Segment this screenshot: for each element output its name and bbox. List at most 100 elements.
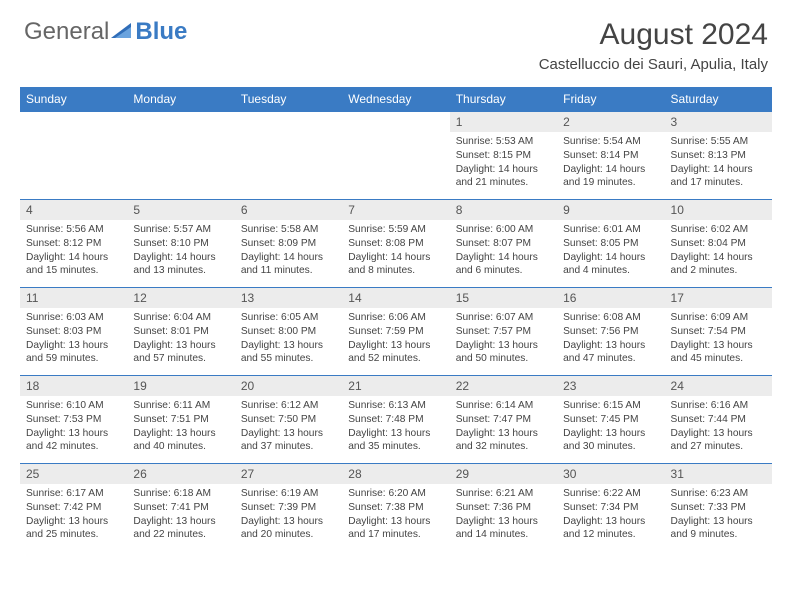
- sunrise-line: Sunrise: 6:23 AM: [671, 487, 766, 501]
- day-number: 31: [665, 464, 772, 484]
- sunrise-line: Sunrise: 6:21 AM: [456, 487, 551, 501]
- daylight-line: Daylight: 14 hours and 2 minutes.: [671, 251, 766, 279]
- sunrise-line: Sunrise: 6:06 AM: [348, 311, 443, 325]
- daylight-line: Daylight: 13 hours and 25 minutes.: [26, 515, 121, 543]
- sunset-line: Sunset: 7:56 PM: [563, 325, 658, 339]
- sunset-line: Sunset: 8:01 PM: [133, 325, 228, 339]
- sunrise-line: Sunrise: 6:01 AM: [563, 223, 658, 237]
- day-number: 9: [557, 200, 664, 220]
- calendar-cell: 23Sunrise: 6:15 AMSunset: 7:45 PMDayligh…: [557, 376, 664, 464]
- daylight-line: Daylight: 13 hours and 27 minutes.: [671, 427, 766, 455]
- calendar-cell: 30Sunrise: 6:22 AMSunset: 7:34 PMDayligh…: [557, 464, 664, 552]
- day-number: 2: [557, 112, 664, 132]
- sunrise-line: Sunrise: 6:13 AM: [348, 399, 443, 413]
- day-number: 5: [127, 200, 234, 220]
- day-number: 28: [342, 464, 449, 484]
- calendar-cell: 6Sunrise: 5:58 AMSunset: 8:09 PMDaylight…: [235, 200, 342, 288]
- day-content: Sunrise: 5:57 AMSunset: 8:10 PMDaylight:…: [127, 220, 234, 282]
- daylight-line: Daylight: 13 hours and 55 minutes.: [241, 339, 336, 367]
- sunrise-line: Sunrise: 5:55 AM: [671, 135, 766, 149]
- sunset-line: Sunset: 8:10 PM: [133, 237, 228, 251]
- daylight-line: Daylight: 13 hours and 17 minutes.: [348, 515, 443, 543]
- sunrise-line: Sunrise: 6:17 AM: [26, 487, 121, 501]
- calendar-cell: 14Sunrise: 6:06 AMSunset: 7:59 PMDayligh…: [342, 288, 449, 376]
- day-number: 14: [342, 288, 449, 308]
- sunset-line: Sunset: 7:39 PM: [241, 501, 336, 515]
- calendar-cell: 3Sunrise: 5:55 AMSunset: 8:13 PMDaylight…: [665, 112, 772, 200]
- daylight-line: Daylight: 13 hours and 37 minutes.: [241, 427, 336, 455]
- weekday-saturday: Saturday: [665, 87, 772, 112]
- sunset-line: Sunset: 7:54 PM: [671, 325, 766, 339]
- day-content: Sunrise: 5:58 AMSunset: 8:09 PMDaylight:…: [235, 220, 342, 282]
- calendar-cell: [342, 112, 449, 200]
- sunset-line: Sunset: 7:50 PM: [241, 413, 336, 427]
- day-number: 24: [665, 376, 772, 396]
- calendar-cell: [127, 112, 234, 200]
- weekday-thursday: Thursday: [450, 87, 557, 112]
- sunrise-line: Sunrise: 6:14 AM: [456, 399, 551, 413]
- sunset-line: Sunset: 8:12 PM: [26, 237, 121, 251]
- calendar-cell: 10Sunrise: 6:02 AMSunset: 8:04 PMDayligh…: [665, 200, 772, 288]
- calendar-cell: 11Sunrise: 6:03 AMSunset: 8:03 PMDayligh…: [20, 288, 127, 376]
- daylight-line: Daylight: 13 hours and 14 minutes.: [456, 515, 551, 543]
- calendar-table: Sunday Monday Tuesday Wednesday Thursday…: [20, 87, 772, 552]
- day-content: Sunrise: 6:10 AMSunset: 7:53 PMDaylight:…: [20, 396, 127, 458]
- sunrise-line: Sunrise: 6:15 AM: [563, 399, 658, 413]
- day-content: Sunrise: 6:05 AMSunset: 8:00 PMDaylight:…: [235, 308, 342, 370]
- daylight-line: Daylight: 13 hours and 9 minutes.: [671, 515, 766, 543]
- calendar-cell: 1Sunrise: 5:53 AMSunset: 8:15 PMDaylight…: [450, 112, 557, 200]
- day-content: Sunrise: 6:21 AMSunset: 7:36 PMDaylight:…: [450, 484, 557, 546]
- logo-triangle-icon: [111, 23, 133, 41]
- sunset-line: Sunset: 8:03 PM: [26, 325, 121, 339]
- sunset-line: Sunset: 8:00 PM: [241, 325, 336, 339]
- calendar-row: 11Sunrise: 6:03 AMSunset: 8:03 PMDayligh…: [20, 288, 772, 376]
- calendar-cell: 29Sunrise: 6:21 AMSunset: 7:36 PMDayligh…: [450, 464, 557, 552]
- sunrise-line: Sunrise: 5:58 AM: [241, 223, 336, 237]
- day-content: Sunrise: 6:06 AMSunset: 7:59 PMDaylight:…: [342, 308, 449, 370]
- sunset-line: Sunset: 7:47 PM: [456, 413, 551, 427]
- day-number: 25: [20, 464, 127, 484]
- daylight-line: Daylight: 13 hours and 35 minutes.: [348, 427, 443, 455]
- sunrise-line: Sunrise: 6:12 AM: [241, 399, 336, 413]
- calendar-cell: 9Sunrise: 6:01 AMSunset: 8:05 PMDaylight…: [557, 200, 664, 288]
- day-content: Sunrise: 6:03 AMSunset: 8:03 PMDaylight:…: [20, 308, 127, 370]
- daylight-line: Daylight: 13 hours and 45 minutes.: [671, 339, 766, 367]
- calendar-cell: 27Sunrise: 6:19 AMSunset: 7:39 PMDayligh…: [235, 464, 342, 552]
- daylight-line: Daylight: 13 hours and 30 minutes.: [563, 427, 658, 455]
- daylight-line: Daylight: 14 hours and 13 minutes.: [133, 251, 228, 279]
- daylight-line: Daylight: 13 hours and 59 minutes.: [26, 339, 121, 367]
- sunset-line: Sunset: 8:08 PM: [348, 237, 443, 251]
- sunrise-line: Sunrise: 6:04 AM: [133, 311, 228, 325]
- day-number: 3: [665, 112, 772, 132]
- sunrise-line: Sunrise: 6:08 AM: [563, 311, 658, 325]
- day-number: 23: [557, 376, 664, 396]
- weekday-header-row: Sunday Monday Tuesday Wednesday Thursday…: [20, 87, 772, 112]
- calendar-cell: 7Sunrise: 5:59 AMSunset: 8:08 PMDaylight…: [342, 200, 449, 288]
- day-content: Sunrise: 6:07 AMSunset: 7:57 PMDaylight:…: [450, 308, 557, 370]
- daylight-line: Daylight: 13 hours and 47 minutes.: [563, 339, 658, 367]
- day-number: 20: [235, 376, 342, 396]
- sunrise-line: Sunrise: 6:18 AM: [133, 487, 228, 501]
- calendar-cell: [235, 112, 342, 200]
- day-number: 4: [20, 200, 127, 220]
- daylight-line: Daylight: 13 hours and 32 minutes.: [456, 427, 551, 455]
- sunset-line: Sunset: 7:59 PM: [348, 325, 443, 339]
- sunrise-line: Sunrise: 5:57 AM: [133, 223, 228, 237]
- day-number: 22: [450, 376, 557, 396]
- calendar-cell: 5Sunrise: 5:57 AMSunset: 8:10 PMDaylight…: [127, 200, 234, 288]
- day-content: Sunrise: 6:18 AMSunset: 7:41 PMDaylight:…: [127, 484, 234, 546]
- sunset-line: Sunset: 7:41 PM: [133, 501, 228, 515]
- calendar-cell: 21Sunrise: 6:13 AMSunset: 7:48 PMDayligh…: [342, 376, 449, 464]
- sunrise-line: Sunrise: 5:54 AM: [563, 135, 658, 149]
- sunset-line: Sunset: 8:09 PM: [241, 237, 336, 251]
- daylight-line: Daylight: 13 hours and 20 minutes.: [241, 515, 336, 543]
- daylight-line: Daylight: 13 hours and 42 minutes.: [26, 427, 121, 455]
- weekday-wednesday: Wednesday: [342, 87, 449, 112]
- day-content: Sunrise: 6:15 AMSunset: 7:45 PMDaylight:…: [557, 396, 664, 458]
- daylight-line: Daylight: 14 hours and 19 minutes.: [563, 163, 658, 191]
- sunrise-line: Sunrise: 6:03 AM: [26, 311, 121, 325]
- logo-text-blue: Blue: [135, 18, 187, 46]
- daylight-line: Daylight: 14 hours and 17 minutes.: [671, 163, 766, 191]
- day-content: Sunrise: 6:01 AMSunset: 8:05 PMDaylight:…: [557, 220, 664, 282]
- day-content: Sunrise: 5:56 AMSunset: 8:12 PMDaylight:…: [20, 220, 127, 282]
